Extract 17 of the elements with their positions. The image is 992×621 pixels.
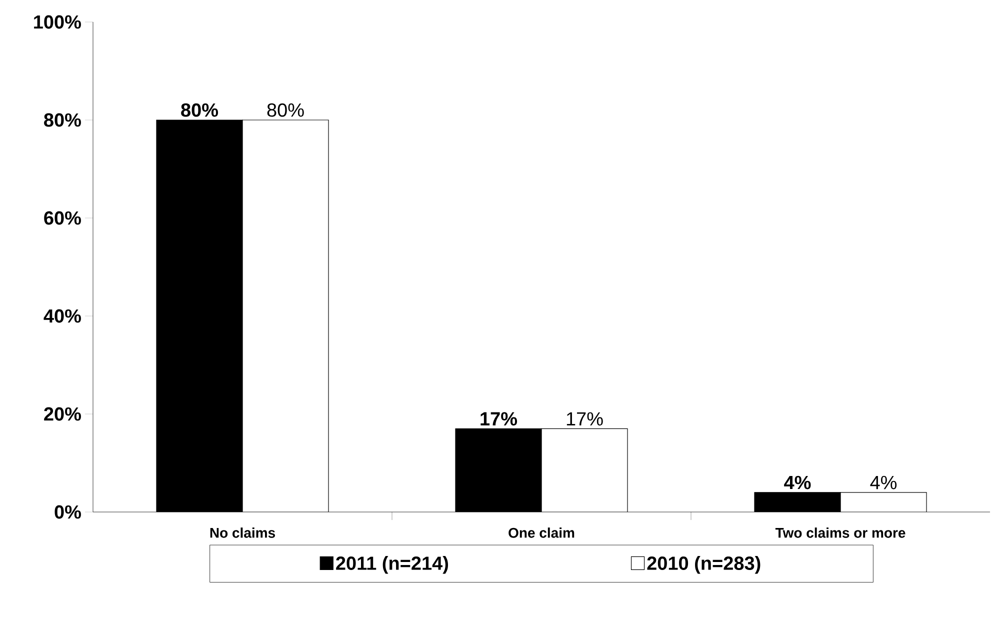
y-tick-label: 60%	[44, 211, 81, 225]
data-label: 4%	[870, 476, 897, 490]
y-tick-label: 40%	[44, 309, 81, 323]
y-tick-label: 80%	[44, 113, 81, 127]
x-tick-label: One claim	[508, 528, 574, 538]
data-label: 80%	[267, 103, 304, 117]
legend-label: 2011 (n=214)	[336, 556, 448, 574]
data-label: 4%	[784, 476, 811, 490]
x-tick-label: Two claims or more	[775, 528, 906, 538]
data-label: 80%	[181, 103, 218, 117]
legend-label: 2010 (n=283)	[647, 556, 760, 574]
y-tick-label: 100%	[34, 15, 81, 29]
data-label: 17%	[566, 412, 603, 426]
y-tick-label: 0%	[54, 505, 81, 519]
y-tick-label: 20%	[44, 407, 81, 421]
x-tick-label: No claims	[210, 528, 275, 538]
data-label: 17%	[480, 412, 518, 426]
